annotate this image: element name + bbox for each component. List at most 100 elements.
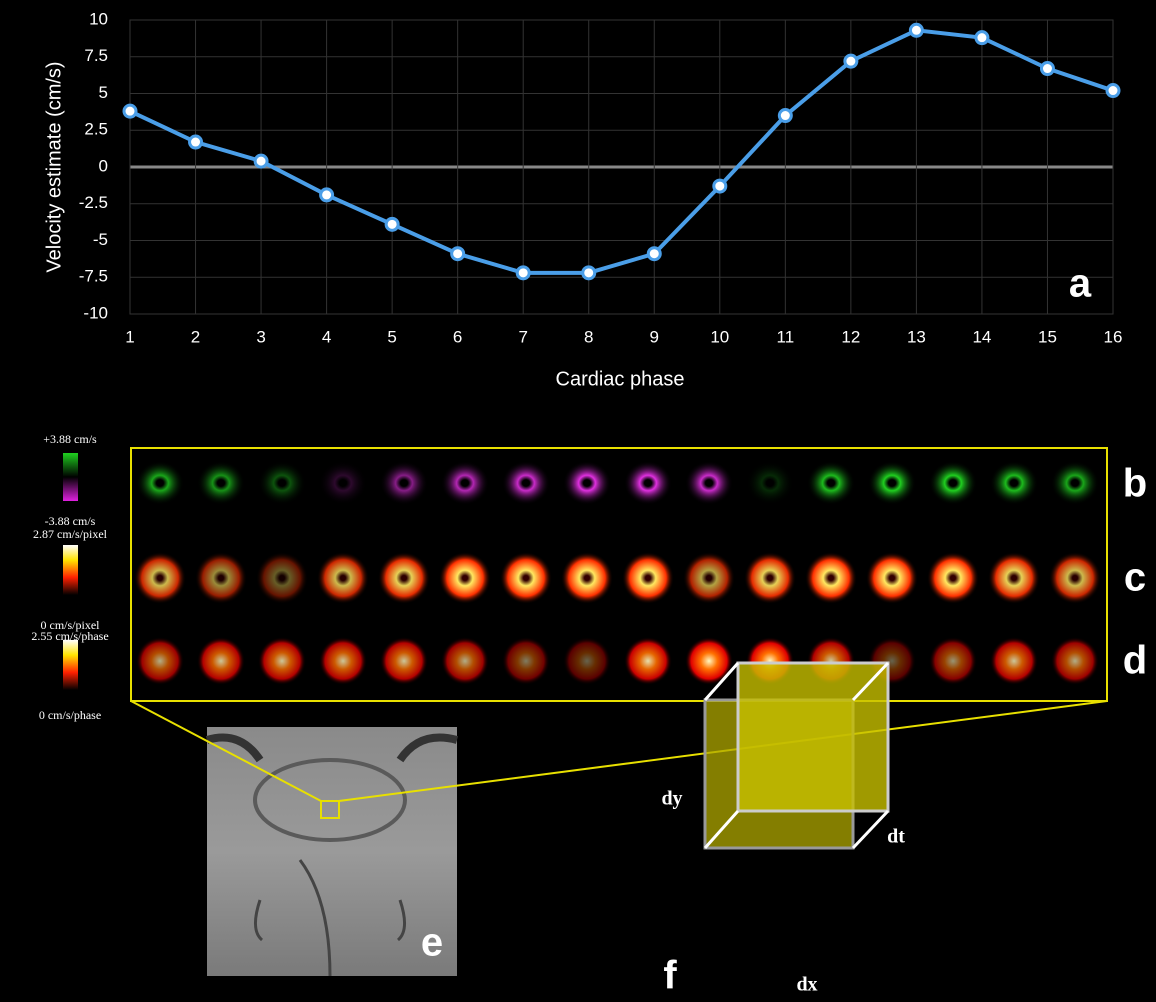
image-tile bbox=[746, 461, 794, 505]
data-point bbox=[845, 55, 857, 67]
image-tile bbox=[624, 461, 672, 505]
image-tile bbox=[378, 552, 430, 604]
x-tick-label: 2 bbox=[191, 327, 200, 346]
colorbar-label: 0 cm/s/phase bbox=[39, 708, 101, 722]
image-tile bbox=[319, 461, 367, 505]
image-tile bbox=[929, 637, 977, 685]
image-tile bbox=[439, 552, 491, 604]
image-tile bbox=[502, 637, 550, 685]
x-tick-label: 13 bbox=[907, 327, 926, 346]
x-tick-label: 12 bbox=[841, 327, 860, 346]
image-tile bbox=[1051, 637, 1099, 685]
image-tile bbox=[319, 637, 367, 685]
y-tick-label: -2.5 bbox=[79, 193, 108, 212]
x-tick-label: 1 bbox=[125, 327, 134, 346]
image-tile bbox=[622, 552, 674, 604]
x-axis-label: Cardiac phase bbox=[556, 368, 685, 390]
image-tile bbox=[502, 461, 550, 505]
colorbar-label: +3.88 cm/s bbox=[43, 432, 97, 446]
image-tile bbox=[136, 637, 184, 685]
data-point bbox=[190, 136, 202, 148]
image-tile bbox=[317, 552, 369, 604]
row-label: d bbox=[1123, 639, 1147, 683]
image-tile bbox=[561, 552, 613, 604]
colorbar-label: 2.55 cm/s/phase bbox=[31, 629, 108, 643]
image-tile bbox=[197, 461, 245, 505]
x-tick-label: 16 bbox=[1104, 327, 1123, 346]
x-tick-label: 10 bbox=[710, 327, 729, 346]
x-tick-label: 7 bbox=[518, 327, 527, 346]
x-tick-label: 8 bbox=[584, 327, 593, 346]
y-tick-label: 2.5 bbox=[84, 120, 108, 139]
image-tile bbox=[1051, 461, 1099, 505]
x-tick-label: 15 bbox=[1038, 327, 1057, 346]
image-tile bbox=[990, 637, 1038, 685]
image-tile bbox=[988, 552, 1040, 604]
data-point bbox=[255, 155, 267, 167]
y-tick-label: -7.5 bbox=[79, 267, 108, 286]
voxel-cube bbox=[705, 663, 888, 848]
x-tick-label: 4 bbox=[322, 327, 331, 346]
panel-label: e bbox=[421, 921, 443, 965]
data-point bbox=[1041, 63, 1053, 75]
image-tile bbox=[868, 461, 916, 505]
data-point bbox=[910, 24, 922, 36]
image-tile bbox=[807, 461, 855, 505]
row-label: c bbox=[1124, 556, 1146, 600]
data-point bbox=[386, 218, 398, 230]
colorbar bbox=[63, 453, 78, 501]
image-tile bbox=[195, 552, 247, 604]
data-point bbox=[714, 180, 726, 192]
data-line bbox=[130, 30, 1113, 273]
colorbar-label: 2.87 cm/s/pixel bbox=[33, 527, 108, 541]
image-tile bbox=[805, 552, 857, 604]
data-point bbox=[124, 105, 136, 117]
data-point bbox=[452, 248, 464, 260]
image-tile bbox=[990, 461, 1038, 505]
panel-label: a bbox=[1069, 262, 1092, 306]
panel-label: f bbox=[663, 954, 677, 998]
image-tile bbox=[929, 461, 977, 505]
image-tile bbox=[563, 637, 611, 685]
row-label: b bbox=[1123, 462, 1147, 506]
image-tile bbox=[441, 637, 489, 685]
x-tick-label: 6 bbox=[453, 327, 462, 346]
colorbar bbox=[63, 640, 78, 690]
figure: -10-7.5-5-2.502.557.51012345678910111213… bbox=[0, 0, 1156, 1002]
image-tile bbox=[441, 461, 489, 505]
y-tick-label: -10 bbox=[83, 303, 108, 322]
page: -10-7.5-5-2.502.557.51012345678910111213… bbox=[0, 0, 1156, 1002]
image-tile bbox=[380, 461, 428, 505]
axis-label: dx bbox=[796, 974, 817, 996]
image-tile bbox=[866, 552, 918, 604]
image-strip bbox=[134, 461, 1101, 685]
image-tile bbox=[256, 552, 308, 604]
data-point bbox=[321, 189, 333, 201]
y-tick-label: 7.5 bbox=[84, 46, 108, 65]
mri-image bbox=[207, 727, 457, 976]
data-point bbox=[648, 248, 660, 260]
colorbar bbox=[63, 545, 78, 595]
image-tile bbox=[927, 552, 979, 604]
image-tile bbox=[136, 461, 184, 505]
image-tile bbox=[258, 461, 306, 505]
y-axis-label: Velocity estimate (cm/s) bbox=[43, 61, 65, 272]
data-point bbox=[517, 267, 529, 279]
axis-label: dt bbox=[887, 826, 905, 848]
image-tile bbox=[380, 637, 428, 685]
image-tile bbox=[744, 552, 796, 604]
image-tile bbox=[500, 552, 552, 604]
data-point bbox=[976, 32, 988, 44]
axis-label: dy bbox=[661, 788, 682, 810]
x-tick-label: 14 bbox=[972, 327, 991, 346]
image-tile bbox=[563, 461, 611, 505]
image-tile bbox=[134, 552, 186, 604]
x-tick-label: 11 bbox=[777, 327, 795, 346]
x-tick-label: 9 bbox=[650, 327, 659, 346]
y-tick-label: -5 bbox=[93, 230, 108, 249]
x-tick-label: 3 bbox=[256, 327, 265, 346]
image-tile bbox=[258, 637, 306, 685]
x-tick-label: 5 bbox=[387, 327, 396, 346]
image-tile bbox=[1049, 552, 1101, 604]
